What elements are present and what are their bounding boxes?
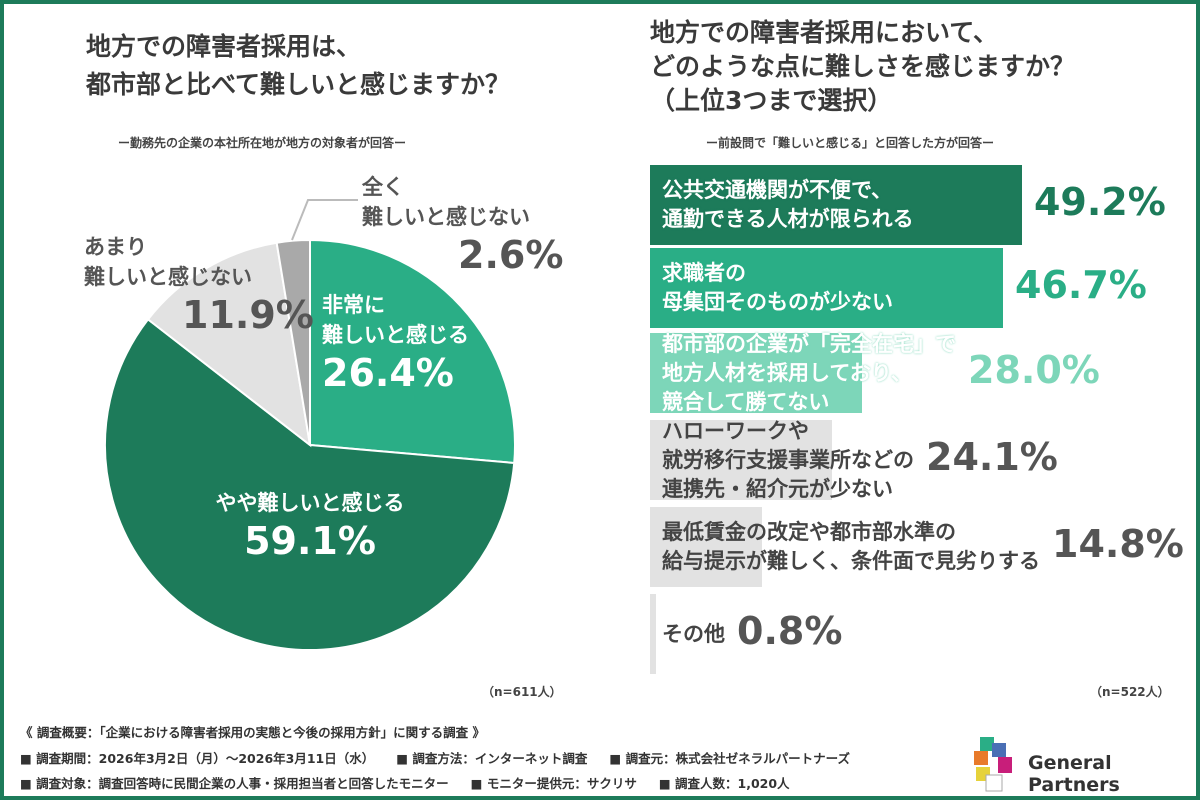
bar-subtitle: ー前設問で「難しいと感じる」と回答した方が回答ー — [706, 136, 995, 150]
bar-label-1: 求職者の 母集団そのものが少ない — [662, 261, 893, 314]
pie-chart — [104, 238, 516, 651]
bar-value-2: 28.0% — [968, 348, 1100, 392]
bar-3 — [650, 420, 833, 500]
bar-label-5: その他 — [662, 621, 725, 646]
footer-summary: 《 調査概要：「企業における障害者採用の実態と今後の採用方針」に関する調査 》 — [20, 725, 485, 740]
pie-label-2: あまり 難しいと感じない 11.9% — [84, 235, 314, 337]
bar-0 — [650, 165, 1022, 245]
bar-label-3: ハローワークや 就労移行支援事業所などの 連携先・紹介元が少ない — [662, 418, 914, 501]
logo-text: General Partners — [1028, 752, 1120, 796]
bar-value-3: 24.1% — [926, 435, 1058, 479]
bar-value-5: 0.8% — [737, 609, 843, 653]
pie-label-3: 全く 難しいと感じない 2.6% — [362, 175, 564, 277]
bar-5 — [650, 594, 657, 674]
pie-n: （n=611人） — [482, 685, 562, 699]
pie-slice-2 — [146, 241, 312, 448]
bar-value-4: 14.8% — [1052, 522, 1184, 566]
bar-label-2: 都市部の企業が「完全在宅」で 地方人材を採用しており、 競合して勝てない — [662, 331, 956, 414]
pie-slice-0 — [309, 238, 516, 465]
bar-n: （n=522人） — [1090, 685, 1170, 699]
bar-value-1: 46.7% — [1015, 263, 1147, 307]
footer-line2: ■ 調査対象：調査回答時に民間企業の人事・採用担当者と回答したモニター ■ モニタ… — [20, 776, 790, 791]
pie-label-0: 非常に 難しいと感じる 26.4% — [322, 293, 469, 395]
bar-label-0: 公共交通機関が不便で、 通勤できる人材が限られる — [662, 178, 914, 231]
logo-mark — [974, 737, 1012, 792]
bar-1 — [650, 248, 1004, 328]
bar-4 — [650, 507, 762, 587]
leader-line — [291, 199, 358, 241]
bar-title: 地方での障害者採用において、 どのような点に難しさを感じますか？ （上位3つまで… — [650, 18, 1076, 115]
bar-value-0: 49.2% — [1033, 180, 1166, 224]
pie-slice-1 — [104, 317, 516, 651]
bar-label-4: 最低賃金の改定や都市部水準の 給与提示が難しく、条件面で見劣りする — [662, 520, 1040, 573]
footer-line1: ■ 調査期間：2026年3月2日（月）～2026年3月11日（水） ■ 調査方法：… — [20, 751, 850, 766]
pie-title: 地方での障害者採用は、 都市部と比べて難しいと感じますか？ — [86, 32, 511, 99]
bar-2 — [650, 333, 862, 413]
pie-subtitle: ー勤務先の企業の本社所在地が地方の対象者が回答ー — [118, 136, 407, 150]
pie-slice-3 — [275, 238, 311, 446]
pie-label-1: やや難しいと感じる 59.1% — [215, 491, 405, 563]
